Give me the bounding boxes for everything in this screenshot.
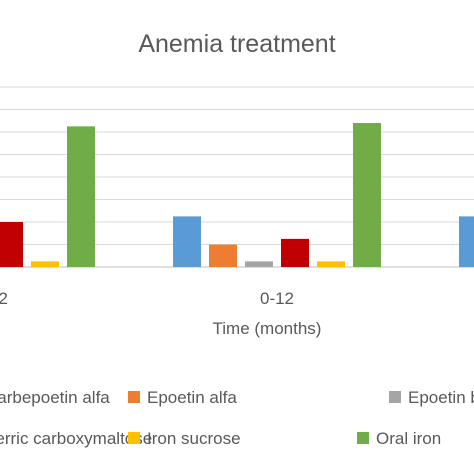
legend-swatch [128,432,140,444]
legend-label: Epoetin beta [408,388,474,407]
x-tick-labels: 0-120-120-12 [0,289,294,308]
x-tick-label: 0-12 [260,289,294,308]
legend-item: Darbepoetin alfa [0,388,110,407]
bars [0,123,474,267]
legend-item: Epoetin alfa [128,388,237,407]
legend-label: Ferric carboxymaltose [0,429,152,448]
bar-darbepoetin-alfa [459,216,474,267]
legend-label: Darbepoetin alfa [0,388,110,407]
legend-swatch [389,391,401,403]
legend-item: Oral iron [357,429,441,448]
legend-item: Ferric carboxymaltose [0,429,152,448]
legend: Darbepoetin alfa Epoetin alfa Epoetin beta… [0,388,474,448]
bar-oral-iron [67,126,95,267]
x-tick-label: 0-12 [0,289,8,308]
chart-title: Anemia treatment [138,30,335,58]
legend-label: Epoetin alfa [147,388,237,407]
legend-label: Oral iron [376,429,441,448]
bar-iron-sucrose [31,261,59,267]
legend-item: Epoetin beta [389,388,474,407]
bar-epoetin-alfa [209,244,237,267]
x-axis-title: Time (months) [213,319,322,338]
bar-iron-sucrose [317,261,345,267]
legend-swatch [357,432,369,444]
bar-oral-iron [353,123,381,267]
bar-epoetin-beta [245,261,273,267]
bar-darbepoetin-alfa [173,216,201,267]
bar-ferric-carboxymaltose [0,222,23,267]
legend-item: Iron sucrose [128,429,241,448]
legend-swatch [128,391,140,403]
bar-ferric-carboxymaltose [281,238,309,267]
legend-label: Iron sucrose [147,429,241,448]
